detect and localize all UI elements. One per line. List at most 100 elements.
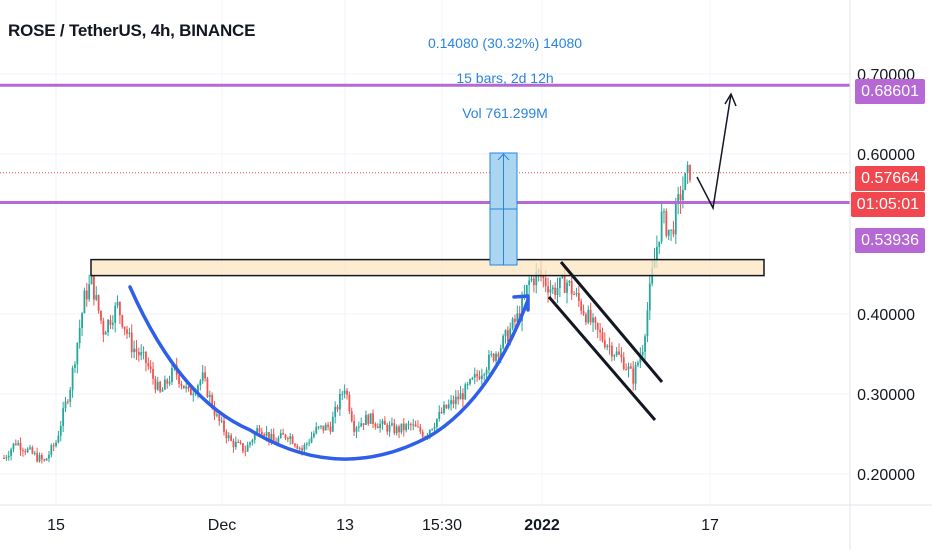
candle-body [613, 355, 616, 357]
candle-body [632, 368, 635, 384]
candle-body [258, 428, 261, 432]
candle-body [296, 445, 299, 449]
candle-body [130, 332, 133, 353]
channel-upper-line[interactable] [559, 261, 664, 383]
candle-body [514, 318, 516, 322]
candle-body [566, 282, 568, 293]
candle-body [256, 428, 259, 434]
candle-body [7, 455, 10, 458]
candle-body [400, 423, 403, 433]
candle-body [561, 275, 564, 278]
projection-arrowhead [724, 92, 737, 107]
candle-body [289, 436, 292, 439]
candle-body [521, 298, 523, 322]
candle-body [596, 322, 599, 330]
candle-body [277, 437, 280, 443]
candle-body [684, 173, 687, 190]
candle-body [33, 452, 36, 454]
candle-body [516, 313, 519, 322]
candle-body [310, 437, 313, 443]
candle-body [471, 377, 474, 380]
candle-body [315, 426, 318, 434]
candle-body [303, 444, 306, 451]
candle-body [242, 443, 244, 452]
candle-body [431, 428, 434, 430]
candle-body [206, 378, 209, 397]
candle-body [372, 413, 374, 424]
cup-arc[interactable] [128, 285, 530, 461]
candle-body [171, 368, 173, 382]
candle-body [140, 352, 143, 356]
candle-body [180, 383, 183, 386]
candle-body [142, 351, 145, 353]
channel-lower-line[interactable] [547, 296, 657, 421]
candle-body [629, 366, 632, 369]
x-tick-label: 15:30 [422, 517, 462, 534]
candle-body [137, 351, 140, 356]
candle-body [320, 425, 322, 427]
candle-body [365, 414, 367, 426]
candle-body [253, 433, 256, 441]
candle-body [542, 276, 545, 279]
candle-body [506, 330, 509, 342]
candle-body [547, 286, 549, 293]
candle-body [353, 420, 355, 432]
candle-body [263, 434, 266, 437]
candle-body [100, 310, 102, 321]
candle-body [223, 420, 225, 432]
candle-body [462, 393, 464, 400]
candle-body [81, 313, 83, 329]
candle-body [268, 432, 270, 441]
candle-body [197, 385, 199, 393]
candle-body [660, 211, 663, 242]
candle-body [161, 389, 164, 392]
candle-body [55, 442, 57, 447]
candle-body [469, 379, 471, 385]
resistance-zone[interactable] [90, 258, 765, 277]
candle-body [674, 202, 677, 235]
candle-body [182, 385, 185, 389]
candle-body [88, 284, 91, 300]
candle-body [381, 420, 384, 424]
candle-body [670, 229, 672, 231]
candle-body [414, 424, 417, 427]
candle-body [251, 440, 254, 443]
candle-body [152, 368, 154, 379]
candle-body [123, 326, 126, 330]
candle-body [667, 229, 670, 236]
candle-body [473, 374, 476, 378]
candle-body [265, 432, 268, 437]
candle-body [367, 414, 370, 424]
candle-body [128, 332, 131, 334]
y-tick-label: 0.30000 [857, 387, 915, 404]
candle-body [374, 423, 377, 427]
candle-body [145, 351, 147, 363]
candle-body [213, 407, 216, 416]
candle-body [114, 305, 117, 323]
measure-bars-text: 15 bars, 2d 12h [456, 70, 553, 86]
candle-body [620, 354, 623, 358]
candle-body [558, 277, 561, 288]
candle-body [362, 423, 365, 426]
candle-body [24, 451, 27, 453]
candle-body [199, 380, 202, 386]
candle-body [294, 443, 296, 446]
candle-body [71, 367, 74, 390]
candle-series [3, 161, 691, 464]
candle-body [672, 229, 675, 235]
candle-body [603, 340, 606, 348]
candle-body [187, 386, 190, 389]
candle-body [341, 393, 344, 395]
candle-body [135, 348, 138, 352]
candle-body [40, 455, 43, 460]
candle-body [440, 411, 443, 413]
candle-body [480, 375, 483, 379]
candle-body [421, 431, 424, 437]
candle-body [637, 362, 639, 366]
candle-body [658, 241, 661, 247]
candle-body [107, 319, 109, 333]
projection-path[interactable] [696, 93, 732, 211]
candle-body [348, 394, 351, 412]
measure-volume-text: Vol 761.299M [462, 105, 548, 121]
